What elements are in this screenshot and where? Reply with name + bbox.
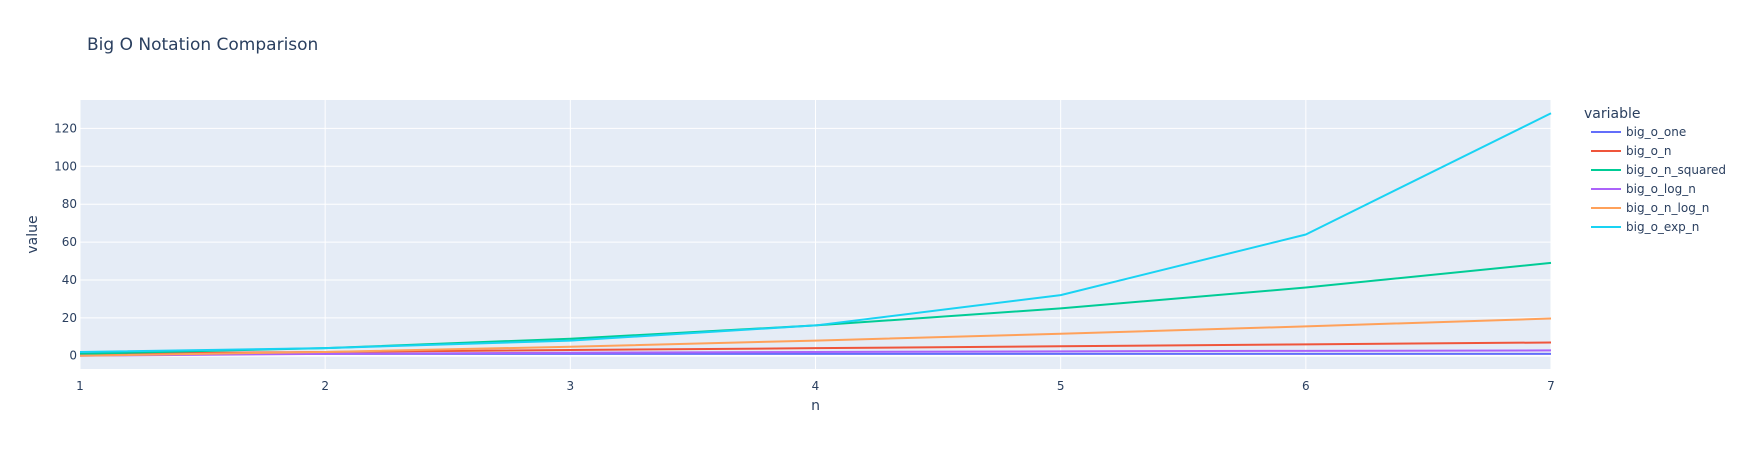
- chart-title: Big O Notation Comparison: [87, 35, 318, 55]
- series-line-big-o-log-n: [79, 349, 1552, 357]
- y-tick-label: 60: [62, 235, 77, 249]
- y-tick-label: 20: [62, 311, 77, 325]
- y-axis-label: value: [25, 215, 41, 253]
- x-tick-label: 1: [76, 379, 84, 393]
- x-tick-label: 4: [812, 379, 820, 393]
- legend-item-big-o-log-n: big_o_log_n: [1626, 182, 1696, 196]
- y-tick-label: 0: [69, 349, 77, 363]
- x-axis-label: n: [811, 398, 820, 414]
- legend-title: variable: [1584, 106, 1640, 122]
- x-tick-label: 3: [567, 379, 575, 393]
- y-tick-label: 40: [62, 273, 77, 287]
- y-tick-label: 120: [54, 121, 77, 135]
- legend-item-big-o-exp-n: big_o_exp_n: [1626, 220, 1699, 234]
- grid-lines: [79, 100, 1552, 369]
- series-line-big-o-n-log-n: [79, 317, 1552, 357]
- y-tick-label: 100: [54, 159, 77, 173]
- legend-item-big-o-one: big_o_one: [1626, 125, 1686, 139]
- legend: variable big_o_one big_o_n big_o_n_squared…: [1584, 106, 1726, 234]
- x-tick-label: 7: [1547, 379, 1555, 393]
- x-tick-label: 6: [1302, 379, 1310, 393]
- series-lines: [79, 112, 1552, 357]
- x-tick-label: 5: [1057, 379, 1065, 393]
- x-tick-label: 2: [321, 379, 329, 393]
- legend-item-big-o-n: big_o_n: [1626, 144, 1672, 158]
- series-line-big-o-exp-n: [79, 112, 1552, 353]
- y-axis-ticks: 0 20 40 60 80 100 120: [54, 121, 77, 362]
- y-tick-label: 80: [62, 197, 77, 211]
- legend-item-big-o-n-log-n: big_o_n_log_n: [1626, 201, 1709, 215]
- legend-item-big-o-n-squared: big_o_n_squared: [1626, 163, 1726, 177]
- x-axis-ticks: 1 2 3 4 5 6 7: [76, 379, 1555, 393]
